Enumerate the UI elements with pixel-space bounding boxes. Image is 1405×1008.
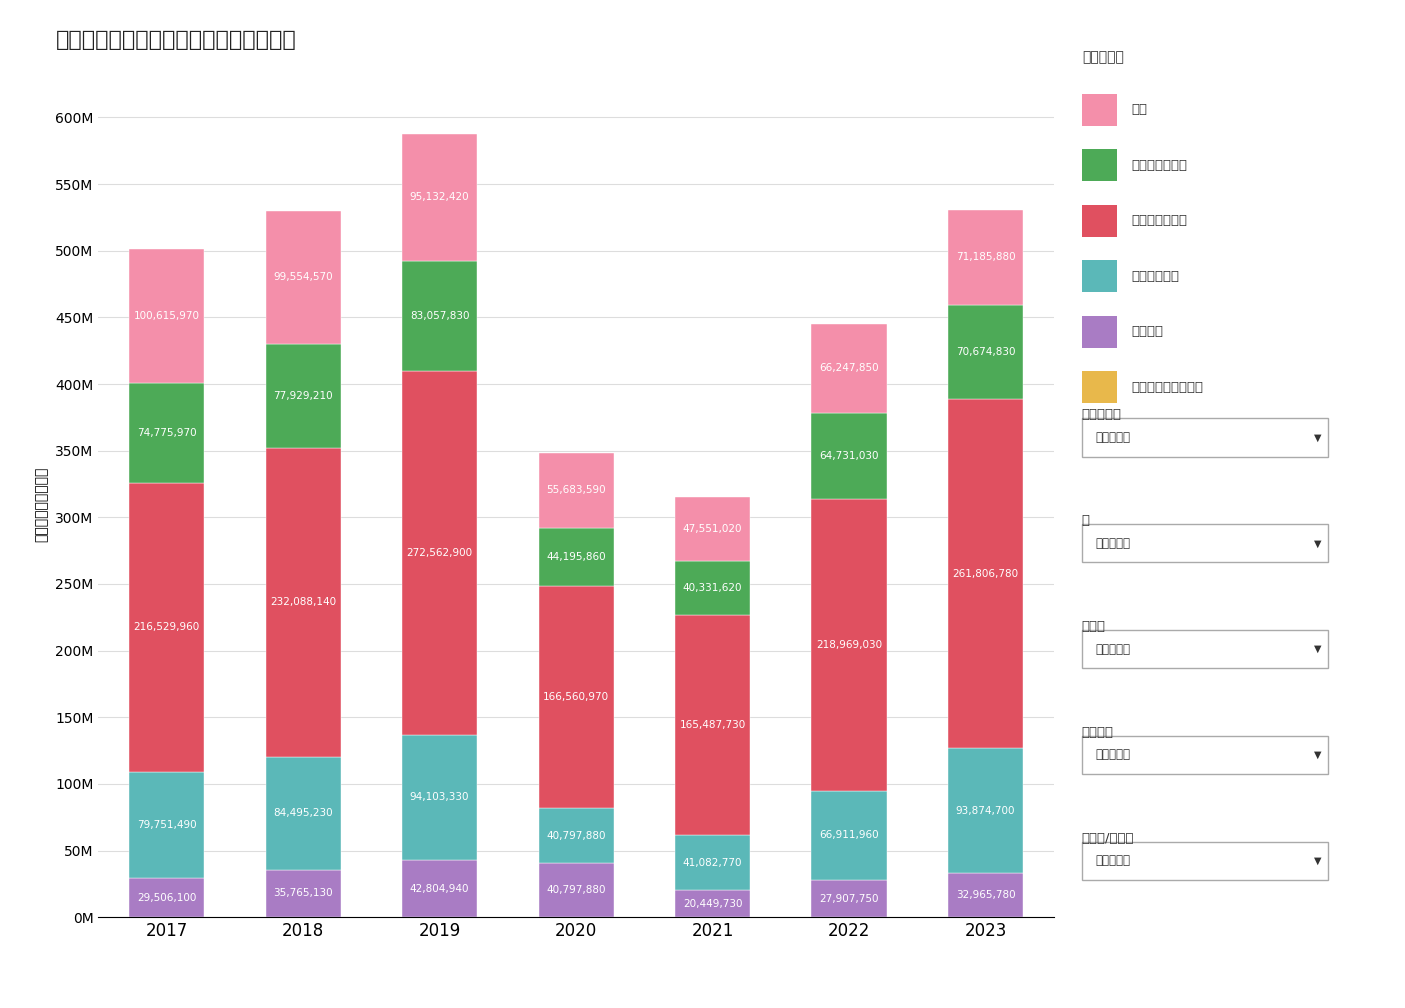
Text: 40,331,620: 40,331,620 — [683, 583, 742, 593]
Bar — [402, 735, 478, 860]
Text: 施設タイプ: 施設タイプ — [1082, 50, 1124, 65]
Bar — [538, 808, 614, 863]
Text: 55,683,590: 55,683,590 — [547, 486, 606, 495]
Bar — [674, 498, 750, 560]
Bar — [402, 860, 478, 917]
Text: 93,874,700: 93,874,700 — [955, 805, 1016, 815]
Text: ▼: ▼ — [1314, 538, 1321, 548]
Text: 日本人/外国人: 日本人/外国人 — [1082, 832, 1134, 845]
Bar — [129, 383, 204, 483]
Text: ビジネスホテル: ビジネスホテル — [1131, 215, 1187, 227]
Bar — [674, 560, 750, 615]
Y-axis label: 延べ宿泊者数（人）: 延べ宿泊者数（人） — [34, 467, 48, 541]
Bar — [674, 615, 750, 836]
Bar — [812, 325, 887, 412]
Text: （すべて）: （すべて） — [1096, 855, 1131, 867]
Text: 簡易宿所: 簡易宿所 — [1131, 326, 1163, 338]
Bar — [948, 748, 1023, 873]
Text: 44,195,860: 44,195,860 — [547, 552, 606, 562]
Text: 41,082,770: 41,082,770 — [683, 858, 742, 868]
Text: 66,911,960: 66,911,960 — [819, 831, 880, 841]
Bar — [266, 211, 340, 344]
Bar — [812, 412, 887, 499]
Bar — [538, 587, 614, 808]
Bar — [948, 210, 1023, 305]
Bar — [674, 890, 750, 917]
Text: 都道府県: 都道府県 — [1082, 726, 1114, 739]
Text: 165,487,730: 165,487,730 — [680, 720, 746, 730]
Bar — [266, 757, 340, 870]
Text: 延べ宿泊者数の推移：宿泊施設タイプ別: 延べ宿泊者数の推移：宿泊施設タイプ別 — [56, 30, 296, 50]
Bar — [812, 791, 887, 880]
Bar — [129, 483, 204, 771]
Bar — [129, 771, 204, 878]
Bar — [538, 863, 614, 917]
Bar — [402, 261, 478, 371]
Text: 32,965,780: 32,965,780 — [955, 890, 1016, 900]
Text: 100,615,970: 100,615,970 — [133, 311, 200, 322]
Text: 70,674,830: 70,674,830 — [955, 347, 1016, 357]
Bar — [538, 454, 614, 527]
Text: 83,057,830: 83,057,830 — [410, 311, 469, 321]
Text: ▼: ▼ — [1314, 856, 1321, 866]
Bar — [812, 499, 887, 791]
Text: ▼: ▼ — [1314, 644, 1321, 654]
Text: シティホテル: シティホテル — [1131, 270, 1179, 282]
Text: 77,929,210: 77,929,210 — [273, 390, 333, 400]
Text: 232,088,140: 232,088,140 — [270, 598, 336, 607]
Text: 84,495,230: 84,495,230 — [273, 808, 333, 818]
Text: 99,554,570: 99,554,570 — [273, 272, 333, 282]
Text: 71,185,880: 71,185,880 — [955, 252, 1016, 262]
Text: 95,132,420: 95,132,420 — [410, 193, 469, 203]
Text: 166,560,970: 166,560,970 — [542, 692, 610, 703]
Text: 47,551,020: 47,551,020 — [683, 524, 742, 534]
Text: ▼: ▼ — [1314, 750, 1321, 760]
Text: 79,751,490: 79,751,490 — [136, 820, 197, 830]
Bar — [948, 873, 1023, 917]
Text: 29,506,100: 29,506,100 — [136, 893, 197, 902]
Text: 月: 月 — [1082, 514, 1090, 527]
Bar — [266, 870, 340, 917]
Text: リゾートホテル: リゾートホテル — [1131, 159, 1187, 171]
Text: 施設タイプ: 施設タイプ — [1082, 408, 1121, 421]
Text: 74,775,970: 74,775,970 — [136, 428, 197, 438]
Text: 35,765,130: 35,765,130 — [273, 888, 333, 898]
Text: （すべて）: （すべて） — [1096, 643, 1131, 655]
Bar — [402, 134, 478, 261]
Bar — [812, 880, 887, 917]
Text: 42,804,940: 42,804,940 — [410, 884, 469, 894]
Text: ▼: ▼ — [1314, 432, 1321, 443]
Text: 272,562,900: 272,562,900 — [406, 548, 472, 558]
Text: （すべて）: （すべて） — [1096, 749, 1131, 761]
Text: （すべて）: （すべて） — [1096, 431, 1131, 444]
Bar — [948, 305, 1023, 399]
Bar — [402, 371, 478, 735]
Text: 261,806,780: 261,806,780 — [953, 569, 1019, 579]
Text: 40,797,880: 40,797,880 — [547, 885, 606, 895]
Bar — [129, 878, 204, 917]
Bar — [948, 399, 1023, 748]
Text: 64,731,030: 64,731,030 — [819, 451, 878, 461]
Text: 旅館: 旅館 — [1131, 104, 1146, 116]
Bar — [266, 448, 340, 757]
Text: 218,969,030: 218,969,030 — [816, 640, 882, 650]
Text: 216,529,960: 216,529,960 — [133, 622, 200, 632]
Bar — [538, 527, 614, 587]
Text: 会社・団体の宿泊所: 会社・団体の宿泊所 — [1131, 381, 1203, 393]
Bar — [674, 836, 750, 890]
Text: 94,103,330: 94,103,330 — [410, 792, 469, 802]
Text: 20,449,730: 20,449,730 — [683, 899, 742, 908]
Text: 66,247,850: 66,247,850 — [819, 364, 880, 374]
Text: 27,907,750: 27,907,750 — [819, 894, 878, 904]
Text: （すべて）: （すべて） — [1096, 537, 1131, 549]
Bar — [266, 344, 340, 448]
Bar — [129, 249, 204, 383]
Text: エリア: エリア — [1082, 620, 1106, 633]
Text: 40,797,880: 40,797,880 — [547, 831, 606, 841]
